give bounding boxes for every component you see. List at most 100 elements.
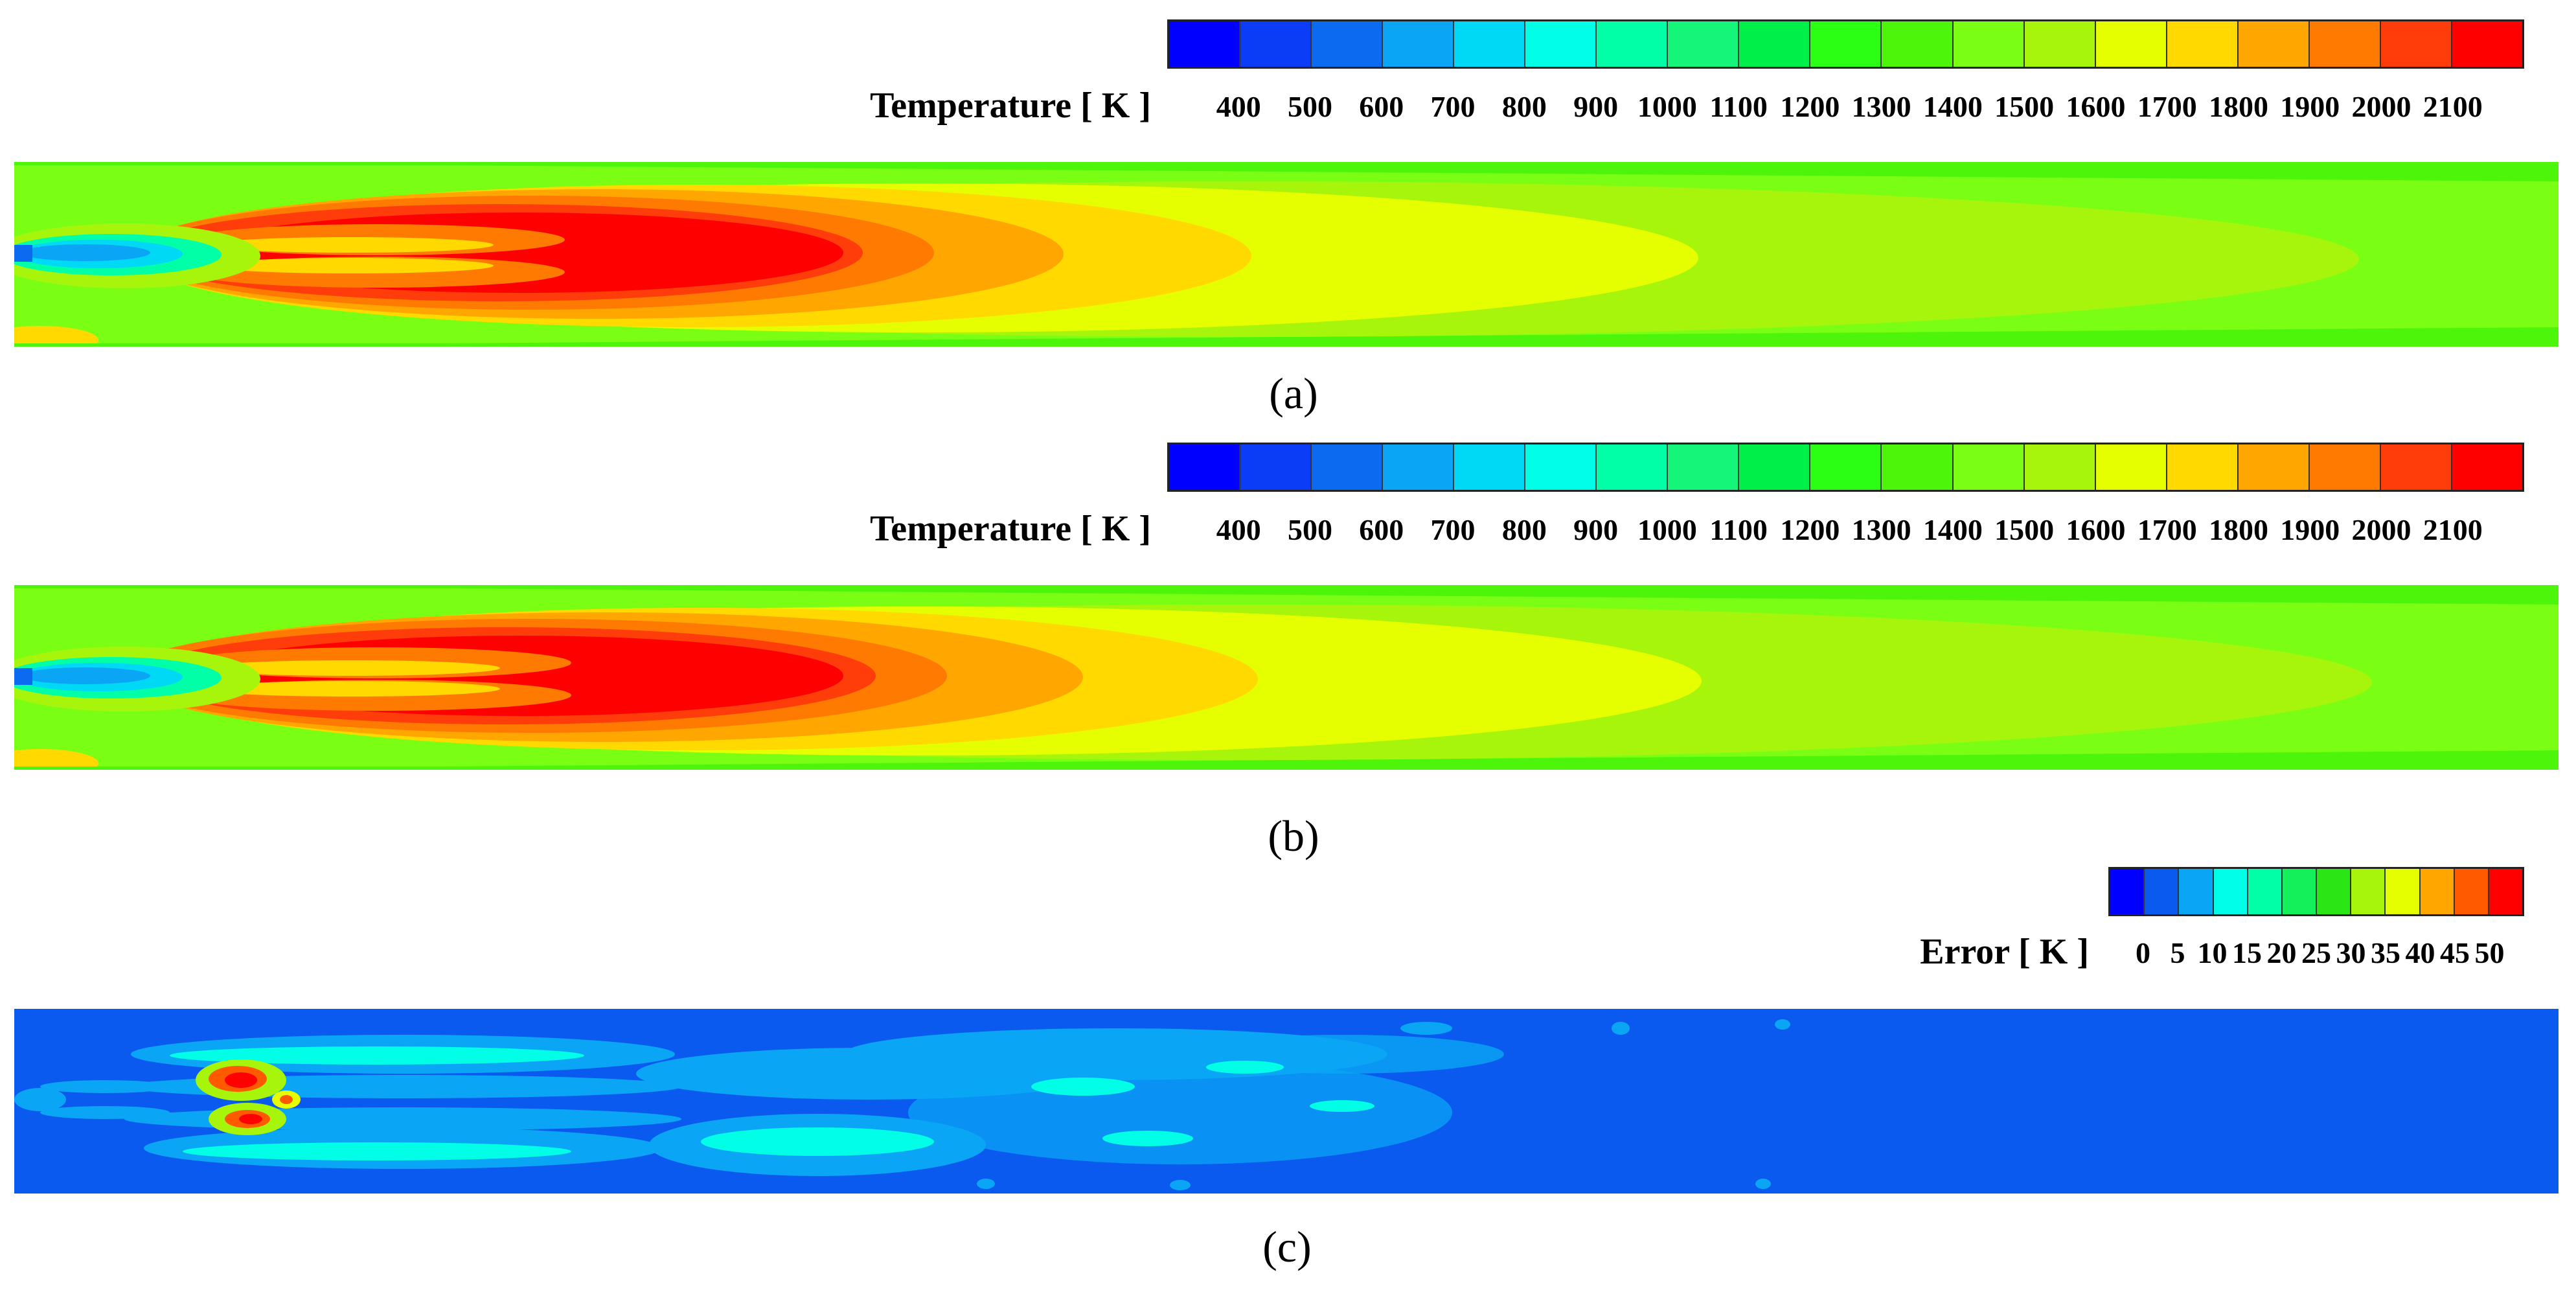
colorbar-cell [1739,444,1811,490]
colorbar-cell [1525,444,1597,490]
colorbar-tick-label: 1300 [1851,90,1911,123]
colorbar-tick-label: 600 [1359,90,1404,123]
caption-a: (a) [1269,369,1318,418]
colorbar-cell [1454,444,1526,490]
colorbar-cell [1597,444,1669,490]
colorbar-tick-label: 400 [1216,513,1261,546]
error-contour-c [14,1009,2559,1194]
colorbar-tick-label: 700 [1430,90,1476,123]
colorbar-cell [1810,21,1882,67]
error-legend-title: Error [ K ] [1920,932,2089,972]
colorbar-tick-label: 2000 [2351,513,2411,546]
colorbar-tick-label: 700 [1430,513,1476,546]
caption-b: (b) [1268,811,1319,860]
colorbar-cell [2351,869,2386,914]
colorbar-tick-label: 20 [2266,936,2297,969]
colorbar-tick-label: 800 [1501,90,1547,123]
colorbar-cell [1240,21,1312,67]
colorbar-cell [2452,444,2522,490]
colorbar-tick-label: 2100 [2422,513,2483,546]
colorbar-tick-label: 1900 [2280,90,2340,123]
colorbar-cell [2095,21,2167,67]
colorbar-tick-label: 1100 [1709,513,1768,546]
colorbar-tick-label: 50 [2474,936,2505,969]
temperature-contour-a [14,162,2559,347]
colorbar-tick-label: 5 [2170,936,2185,969]
colorbar-cell [1810,444,1882,490]
colorbar-cell [1882,21,1954,67]
colorbar-cell [2489,869,2523,914]
temperature-colorbar-b [1167,443,2524,492]
colorbar-tick-label: 1200 [1780,90,1840,123]
colorbar-tick-label: 500 [1288,513,1333,546]
colorbar-tick-label: 500 [1288,90,1333,123]
colorbar-cell [2282,869,2318,914]
colorbar-tick-label: 45 [2440,936,2470,969]
colorbar-cell [2238,444,2310,490]
colorbar-cell [2179,869,2214,914]
error-ticks: 0 5 10 15 20 25 30 35 40 45 50 [2108,938,2524,968]
colorbar-cell [1668,444,1740,490]
colorbar-cell [2024,444,2096,490]
colorbar-tick-label: 1100 [1709,90,1768,123]
colorbar-cell [1739,21,1811,67]
colorbar-tick-label: 1900 [2280,513,2340,546]
colorbar-tick-label: 800 [1501,513,1547,546]
colorbar-cell [2145,869,2180,914]
colorbar-cell [2213,869,2248,914]
colorbar-cell [1312,21,1384,67]
colorbar-tick-label: 2100 [2422,90,2483,123]
colorbar-cell [1169,444,1241,490]
colorbar-tick-label: 15 [2232,936,2262,969]
colorbar-cell [2110,869,2145,914]
colorbar-cell [2420,869,2455,914]
colorbar-tick-label: 0 [2136,936,2150,969]
colorbar-tick-label: 1300 [1851,513,1911,546]
colorbar-cell [1525,21,1597,67]
colorbar-cell [1597,21,1669,67]
colorbar-tick-label: 600 [1359,513,1404,546]
colorbar-cell [2238,21,2310,67]
colorbar-cell [1454,21,1526,67]
colorbar-tick-label: 1700 [2137,513,2197,546]
colorbar-tick-label: 30 [2336,936,2366,969]
colorbar-tick-label: 1800 [2208,513,2268,546]
colorbar-cell [1240,444,1312,490]
colorbar-tick-label: 2000 [2351,90,2411,123]
colorbar-cell [2095,444,2167,490]
colorbar-cell [2309,444,2381,490]
colorbar-tick-label: 1700 [2137,90,2197,123]
colorbar-tick-label: 400 [1216,90,1261,123]
colorbar-cell [2317,869,2352,914]
temperature-ticks-a: 400 500 600 700 800 900 1000 1100 1200 1300 1400 15… [1167,92,2524,122]
caption-c: (c) [1262,1222,1312,1271]
temperature-legend-title-a: Temperature [ K ] [870,86,1151,126]
colorbar-cell [2167,21,2239,67]
colorbar-tick-label: 1500 [1994,90,2055,123]
colorbar-cell [1953,444,2025,490]
colorbar-cell [2452,21,2522,67]
colorbar-tick-label: 900 [1573,513,1619,546]
colorbar-tick-label: 1200 [1780,513,1840,546]
colorbar-cell [1953,21,2025,67]
colorbar-tick-label: 25 [2301,936,2331,969]
colorbar-cell [1882,444,1954,490]
colorbar-cell [2454,869,2489,914]
colorbar-tick-label: 1600 [2066,90,2126,123]
temperature-ticks-b: 400 500 600 700 800 900 1000 1100 1200 1300 1400 15… [1167,515,2524,545]
colorbar-tick-label: 1000 [1637,90,1697,123]
colorbar-cell [2167,444,2239,490]
colorbar-cell [1668,21,1740,67]
temperature-legend-title-b: Temperature [ K ] [870,509,1151,549]
colorbar-tick-label: 900 [1573,90,1619,123]
colorbar-tick-label: 1000 [1637,513,1697,546]
colorbar-tick-label: 35 [2371,936,2400,969]
colorbar-cell [1312,444,1384,490]
temperature-contour-b [14,585,2559,770]
colorbar-tick-label: 1600 [2066,513,2126,546]
colorbar-tick-label: 1400 [1922,513,1983,546]
colorbar-cell [2380,21,2452,67]
colorbar-cell [1383,21,1455,67]
colorbar-cell [1169,21,1241,67]
colorbar-tick-label: 40 [2405,936,2435,969]
